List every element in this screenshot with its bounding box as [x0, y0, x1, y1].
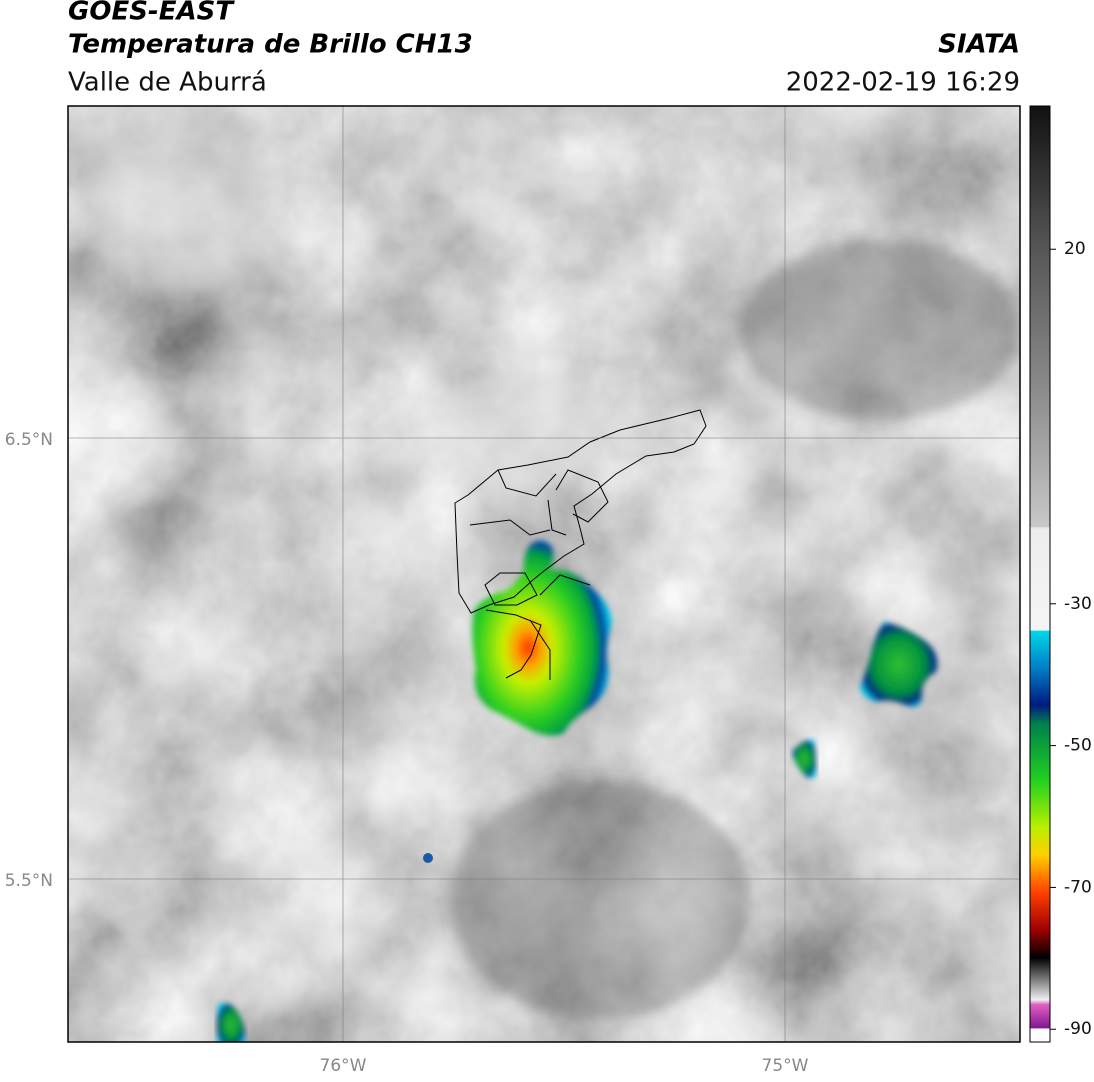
lon-label: 75°W [762, 1056, 809, 1076]
map-frame [67, 105, 1021, 1043]
lon-label: 76°W [320, 1056, 367, 1076]
colorbar-tick-label: -50 [1064, 736, 1092, 756]
region: Valle de Aburrá [68, 68, 267, 98]
lat-label: 6.5°N [5, 430, 53, 450]
graticule [68, 106, 1020, 1042]
map [68, 106, 1020, 1042]
colorbar-ramp [1029, 105, 1051, 1043]
cloud-shading [80, 110, 1020, 1020]
colorbar-tick-label: 20 [1064, 239, 1086, 259]
colorbar-tick-label: -70 [1064, 877, 1092, 897]
source: SIATA [938, 30, 1020, 60]
subtitle: Temperatura de Brillo CH13 [68, 30, 473, 60]
title: GOES-EAST [68, 0, 235, 27]
colorbar-tick-label: -90 [1064, 1019, 1092, 1039]
lat-label: 5.5°N [5, 871, 53, 891]
datetime: 2022-02-19 16:29 [786, 68, 1020, 98]
colorbar: 20 -30 -50 -70 -90 [1029, 105, 1092, 1043]
colorbar-tick-label: -30 [1064, 594, 1092, 614]
